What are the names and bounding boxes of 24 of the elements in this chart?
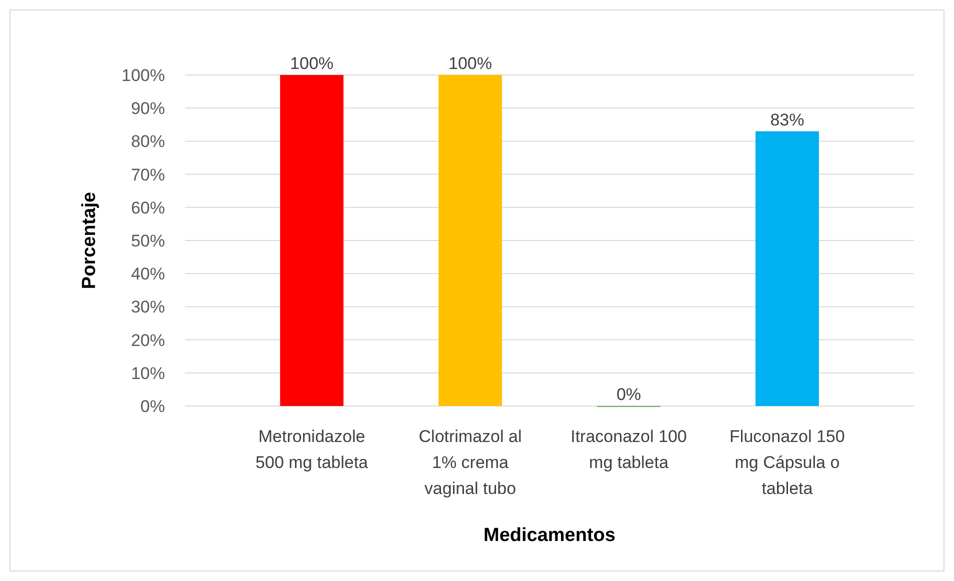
data-label: 83% bbox=[770, 110, 804, 130]
x-tick-label: Clotrimazol al 1% crema vaginal tubo bbox=[418, 427, 522, 498]
y-tick-label: 20% bbox=[130, 330, 165, 350]
bar bbox=[438, 75, 502, 406]
bar bbox=[756, 131, 819, 406]
y-tick-label: 50% bbox=[130, 231, 165, 250]
y-axis-title: Porcentaje bbox=[79, 192, 100, 290]
x-tick-label: Fluconazol 150 mg Cápsula o tableta bbox=[730, 427, 845, 498]
y-tick-label: 0% bbox=[140, 396, 165, 416]
data-label: 100% bbox=[290, 54, 334, 73]
y-tick-label: 10% bbox=[130, 364, 165, 383]
y-tick-label: 80% bbox=[130, 132, 165, 152]
x-axis-title: Medicamentos bbox=[484, 525, 616, 546]
y-tick-label: 100% bbox=[122, 66, 165, 85]
x-tick-label: Itraconazol 100 mg tableta bbox=[570, 427, 687, 472]
y-tick-label: 60% bbox=[130, 198, 165, 218]
y-tick-label: 30% bbox=[130, 298, 165, 317]
data-label: 0% bbox=[616, 385, 642, 404]
y-tick-label: 70% bbox=[130, 165, 165, 184]
x-tick-label: Metronidazole 500 mg tableta bbox=[256, 427, 369, 472]
data-label: 100% bbox=[448, 54, 492, 73]
y-tick-label: 90% bbox=[130, 99, 165, 118]
bar bbox=[280, 75, 344, 406]
y-tick-label: 40% bbox=[130, 264, 165, 284]
